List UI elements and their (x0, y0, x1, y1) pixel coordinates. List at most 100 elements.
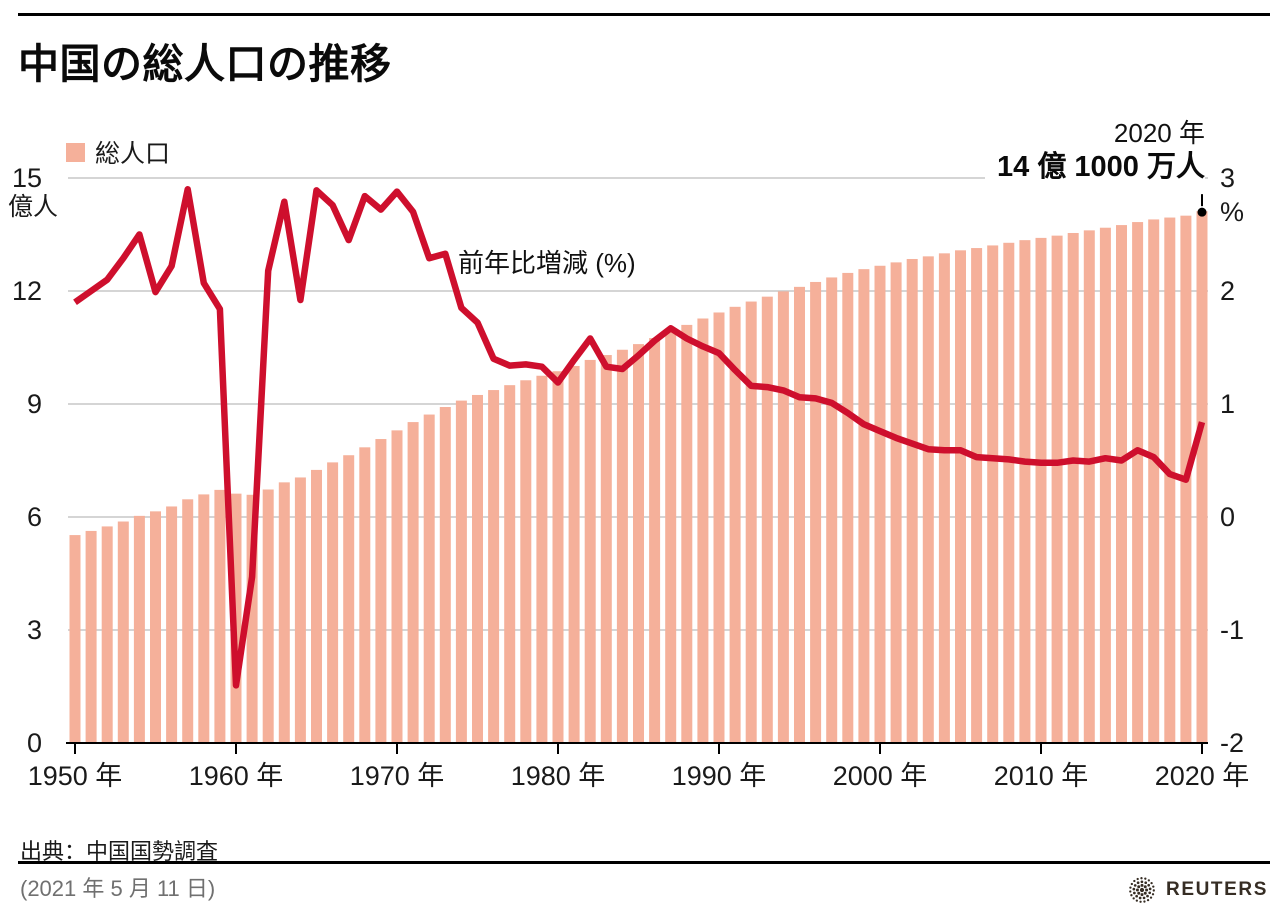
y-tick-label-right: 1 (1220, 389, 1235, 419)
logo-dot (1146, 898, 1150, 902)
logo-dot (1149, 896, 1153, 899)
logo-dot (1143, 900, 1146, 903)
population-bar (117, 521, 129, 743)
population-bar (633, 344, 644, 743)
logo-dot (1148, 887, 1152, 891)
logo-dot (1139, 887, 1145, 893)
x-tick-label: 2000 年 (833, 761, 928, 791)
population-bar (69, 535, 81, 743)
logo-dot (1152, 889, 1155, 892)
logo-dot (1148, 891, 1152, 895)
footer-rule (18, 861, 1270, 864)
logo-dot (1130, 894, 1133, 897)
population-bar (198, 494, 210, 743)
population-bar (504, 385, 516, 743)
population-bar (858, 269, 870, 743)
population-bar (665, 331, 677, 743)
population-bar (552, 371, 564, 743)
logo-dot (1132, 887, 1136, 891)
population-bar (166, 506, 178, 743)
population-bar (536, 375, 548, 743)
logo-dot (1144, 877, 1147, 880)
source-note: 出典：中国国勢調査 (20, 839, 219, 864)
logo-dot (1147, 879, 1150, 882)
x-tick-label: 1950 年 (28, 761, 123, 791)
logo-dot (1135, 894, 1138, 898)
y-tick-label-left: 6 (27, 502, 42, 532)
logo-dot (1151, 893, 1155, 896)
y-tick-label-left: 15 (12, 163, 42, 193)
population-bar (375, 439, 387, 743)
x-tick-label: 1960 年 (189, 761, 284, 791)
population-bar (584, 359, 596, 743)
population-bar (1148, 219, 1160, 743)
x-tick-label: 1990 年 (672, 761, 767, 791)
logo-dot (1136, 877, 1139, 881)
logo-dot (1137, 891, 1141, 895)
x-tick-label: 1980 年 (511, 761, 606, 791)
population-bar (1196, 211, 1208, 743)
population-bar (472, 394, 483, 743)
population-bar (681, 324, 693, 743)
population-bar (311, 469, 322, 743)
population-bar (745, 301, 757, 743)
y-tick-label-right: -2 (1220, 728, 1244, 758)
population-bar (1051, 235, 1063, 743)
logo-dot (1147, 883, 1151, 887)
population-bar (520, 380, 532, 743)
logo-dot (1139, 900, 1142, 903)
logo-dot (1138, 896, 1142, 900)
logo-dot (1146, 894, 1149, 898)
population-chart: 1950 年 1960 年 1970 年 1980 年 1990 年 2000 年 2010… (8, 163, 1249, 791)
x-tick-label: 1970 年 (350, 761, 445, 791)
population-bar (1164, 217, 1176, 744)
legend-label: 総人口 (95, 140, 171, 168)
logo-dot (1130, 882, 1133, 886)
logo-dot (1150, 881, 1153, 885)
population-bar (713, 312, 725, 743)
population-bar (1019, 240, 1031, 743)
reuters-logo: REUTERS (1127, 875, 1268, 905)
top-rule (18, 13, 1270, 16)
population-bar (987, 245, 999, 743)
page-title: 中国の総人口の推移 (18, 41, 392, 87)
logo-dot (1135, 888, 1139, 892)
y-tick-label-left: 3 (27, 615, 42, 645)
population-bar (1003, 242, 1015, 743)
population-bar (874, 265, 886, 743)
population-bar (729, 306, 741, 743)
population-bar (890, 262, 902, 743)
population-bar (262, 489, 274, 743)
population-bar (85, 530, 97, 743)
population-bar (407, 422, 419, 743)
logo-dot (1135, 899, 1138, 902)
population-bar (810, 281, 822, 743)
population-bar (133, 515, 145, 743)
yoy-line (73, 186, 1206, 689)
population-bar (1116, 225, 1127, 744)
population-bar (391, 430, 403, 743)
population-bar (649, 338, 661, 743)
population-bar (600, 355, 612, 743)
population-bar (697, 318, 709, 743)
y-tick-label-left: 12 (12, 276, 42, 306)
legend: 総人口 (66, 134, 170, 170)
population-bar (1035, 237, 1047, 743)
population-bar (971, 248, 983, 743)
logo-dot (1129, 890, 1132, 893)
logo-dot (1133, 879, 1136, 883)
logo-dot (1136, 881, 1140, 885)
population-bar (294, 477, 306, 743)
y-tick-label-left: 9 (27, 389, 42, 419)
population-bar (906, 258, 918, 743)
population-bar (439, 407, 451, 743)
logo-dot (1133, 891, 1136, 895)
logo-dot (1133, 884, 1137, 887)
logo-dot (1132, 897, 1135, 900)
population-bar (327, 462, 339, 743)
left-axis-unit: 億人 (8, 193, 58, 221)
population-bar (101, 526, 113, 743)
logo-dot (1144, 881, 1148, 885)
population-bar (246, 494, 258, 743)
